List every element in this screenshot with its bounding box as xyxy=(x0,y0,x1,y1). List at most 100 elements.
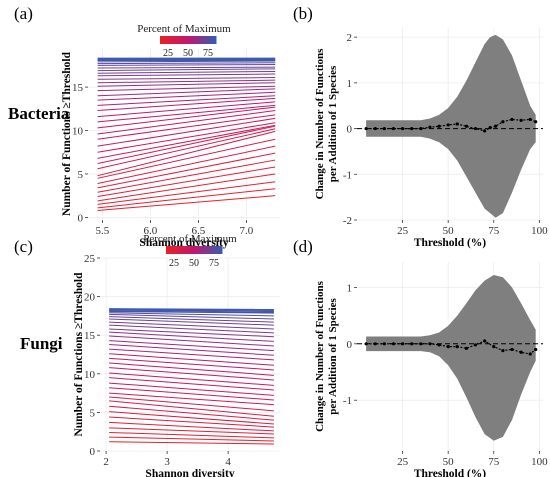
chart-c-threshold-line-17 xyxy=(109,357,274,371)
chart-a-x-tick-label-3: 7.0 xyxy=(240,225,254,237)
chart-c-threshold-line-19 xyxy=(109,348,274,361)
chart-a-threshold-line-4 xyxy=(97,166,276,198)
chart-c-threshold-line-23 xyxy=(109,331,274,342)
chart-c-y-axis-title: Number of Functions ≥Threshold xyxy=(73,272,85,437)
chart-c-threshold-line-0 xyxy=(109,441,274,445)
panel-label-d: (d) xyxy=(293,237,313,256)
chart-a-legend-tick-1: 50 xyxy=(183,48,193,59)
chart-a-threshold-line-34 xyxy=(97,60,276,63)
chart-a-threshold-line-26 xyxy=(97,79,276,84)
chart-b-y-tick-label-4: 2 xyxy=(347,32,353,44)
chart-a-legend-gradient-step-10 xyxy=(180,36,183,44)
chart-a-legend-gradient-step-11 xyxy=(182,36,185,44)
chart-a-threshold-line-10 xyxy=(97,128,276,170)
chart-c-legend-gradient-step-8 xyxy=(182,246,185,254)
chart-a-threshold-line-33 xyxy=(97,62,276,65)
chart-c-legend-gradient-step-6 xyxy=(178,246,181,254)
chart-c-legend-gradient-step-17 xyxy=(200,246,203,254)
chart-c-y-tick-label-5: 25 xyxy=(84,253,96,265)
chart-c-threshold-line-26 xyxy=(109,321,274,330)
chart-c-legend-gradient-step-1 xyxy=(168,246,171,254)
chart-c-threshold-line-16 xyxy=(109,362,274,376)
chart-c-y-tick-label-3: 15 xyxy=(84,330,96,342)
panel-label-c: (c) xyxy=(14,237,33,256)
chart-a-threshold-line-22 xyxy=(97,91,276,101)
chart-a-legend-title: Percent of Maximum xyxy=(137,23,231,35)
chart-a-legend-gradient-step-21 xyxy=(202,36,205,44)
chart-a-legend-gradient-step-15 xyxy=(190,36,193,44)
chart-c-legend-gradient-step-2 xyxy=(170,246,173,254)
chart-a-legend-gradient-step-1 xyxy=(162,36,165,44)
chart-a-legend-gradient-step-24 xyxy=(208,36,211,44)
chart-a-threshold-line-32 xyxy=(97,64,276,66)
chart-c-legend-tick-2: 75 xyxy=(209,258,219,269)
chart-a-threshold-line-25 xyxy=(97,82,276,87)
chart-c-legend-gradient-step-19 xyxy=(204,246,207,254)
chart-c-threshold-line-8 xyxy=(109,400,274,417)
chart-c-legend-gradient-step-10 xyxy=(186,246,189,254)
chart-c-y-tick-label-1: 5 xyxy=(90,407,96,419)
chart-c-threshold-line-32 xyxy=(109,308,274,313)
chart-a-x-tick-label-1: 6.0 xyxy=(144,225,158,237)
chart-a-legend-gradient-step-0 xyxy=(160,36,163,44)
chart-a-legend-gradient-step-19 xyxy=(198,36,201,44)
chart-b-y-axis-title-line2: per Addition of 1 Species xyxy=(327,65,339,182)
chart-a-threshold-line-3 xyxy=(97,173,276,202)
chart-c-threshold-line-6 xyxy=(109,411,274,425)
chart-a-legend-gradient-step-7 xyxy=(174,36,177,44)
chart-a-threshold-line-28 xyxy=(97,73,276,77)
chart-d-confidence-ribbon xyxy=(366,275,536,441)
chart-c-legend-gradient-step-23 xyxy=(212,246,215,254)
chart-b-y-tick-label-3: 1 xyxy=(347,78,353,90)
chart-c-threshold-line-14 xyxy=(109,372,274,386)
chart-a-threshold-line-9 xyxy=(97,130,276,177)
chart-c-threshold-line-20 xyxy=(109,343,274,356)
chart-a-legend-gradient-step-22 xyxy=(204,36,207,44)
row-label-fungi: Fungi xyxy=(20,334,63,353)
chart-c-threshold-line-29 xyxy=(109,313,274,320)
chart-a-threshold-line-6 xyxy=(97,152,276,189)
chart-c-x-tick-label-1: 3 xyxy=(164,456,170,468)
chart-b-y-tick-label-0: -2 xyxy=(343,215,352,227)
chart-a-y-axis-title: Number of Functions ≥Threshold xyxy=(61,51,73,216)
chart-c-threshold-line-21 xyxy=(109,340,274,352)
chart-a-legend-gradient-step-9 xyxy=(178,36,181,44)
chart-a-legend-gradient-step-14 xyxy=(188,36,191,44)
chart-a-legend-gradient-step-4 xyxy=(168,36,171,44)
chart-a-threshold-line-1 xyxy=(97,188,276,209)
chart-d-x-axis-title: Threshold (%) xyxy=(414,468,486,477)
chart-a-threshold-line-21 xyxy=(97,95,276,106)
chart-c-threshold-line-12 xyxy=(109,382,274,396)
chart-a-legend-gradient-step-23 xyxy=(206,36,209,44)
chart-c-threshold-line-33 xyxy=(109,308,274,311)
chart-b-x-tick-label-3: 100 xyxy=(531,225,548,237)
chart-a-threshold-line-11 xyxy=(97,125,276,165)
chart-a-legend-gradient-step-20 xyxy=(200,36,203,44)
chart-a-threshold-line-0 xyxy=(97,195,276,211)
chart-c-threshold-line-3 xyxy=(109,427,274,435)
chart-c-legend-tick-1: 50 xyxy=(189,258,199,269)
chart-d-x-tick-label-2: 75 xyxy=(488,456,500,468)
chart-a-threshold-line-27 xyxy=(97,77,276,80)
chart-a-threshold-line-8 xyxy=(97,138,276,179)
chart-c-threshold-line-24 xyxy=(109,328,274,338)
chart-c-legend-gradient-step-18 xyxy=(202,246,205,254)
chart-a-legend-gradient-step-26 xyxy=(212,36,215,44)
chart-c-x-axis-title: Shannon diversity xyxy=(145,468,234,477)
chart-d-x-tick-label-0: 25 xyxy=(397,456,409,468)
chart-a-threshold-line-30 xyxy=(97,68,276,72)
chart-d-estimate-point-6 xyxy=(419,342,423,346)
chart-c-threshold-line-4 xyxy=(109,421,274,432)
chart-a-x-tick-label-2: 6.5 xyxy=(192,225,206,237)
chart-c-legend-gradient-step-24 xyxy=(214,246,217,254)
chart-a-legend-gradient-step-27 xyxy=(214,36,217,44)
chart-d-y-tick-label-2: 1 xyxy=(347,282,353,294)
chart-d-x-tick-label-1: 50 xyxy=(443,456,455,468)
chart-c-threshold-line-9 xyxy=(109,396,274,412)
chart-b-estimate-point-8 xyxy=(437,124,441,128)
chart-a-legend-gradient-step-18 xyxy=(196,36,199,44)
chart-c-legend-title: Percent of Maximum xyxy=(143,233,237,245)
chart-d-estimate-point-8 xyxy=(437,343,441,347)
